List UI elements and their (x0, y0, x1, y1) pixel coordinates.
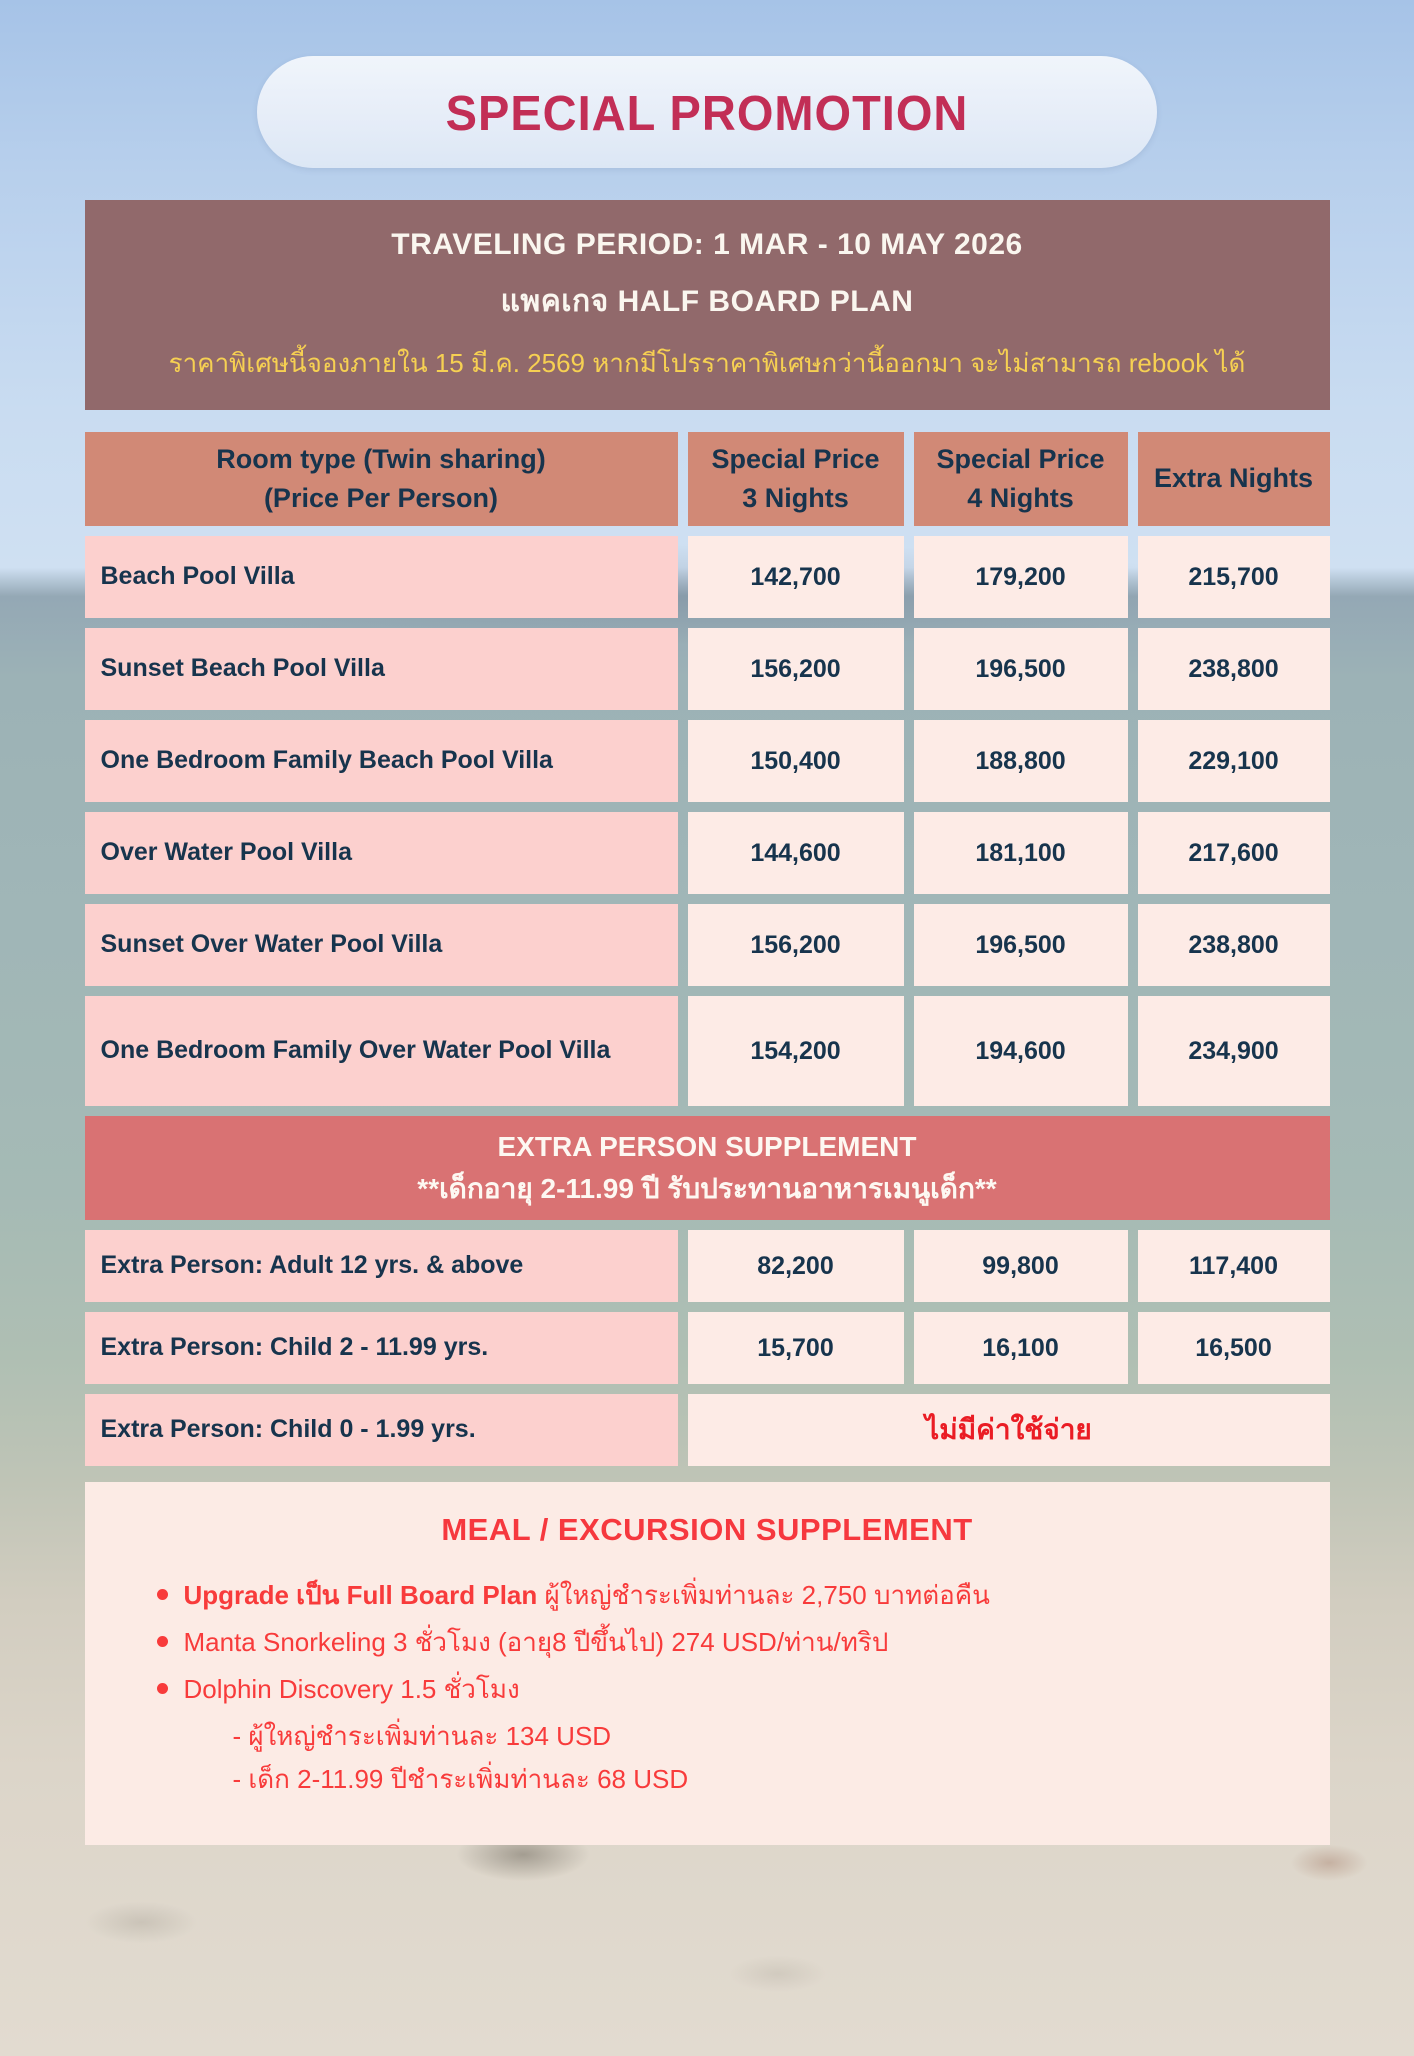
bullet-dolphin-text: Dolphin Discovery 1.5 ชั่วโมง (183, 1674, 520, 1704)
bullet-manta-snorkeling: Manta Snorkeling 3 ชั่วโมง (อายุ8 ปีขึ้น… (156, 1623, 1282, 1662)
room-name: Sunset Beach Pool Villa (84, 628, 678, 710)
price-4-nights: 16,100 (913, 1312, 1128, 1384)
header-special-price-4-nights: Special Price 4 Nights (913, 432, 1128, 526)
flyer-content: TRAVELING PERIOD: 1 MAR - 10 MAY 2026 แพ… (84, 200, 1330, 1845)
dolphin-adult-price: - ผู้ใหญ่ชำระเพิ่มท่านละ 134 USD (232, 1721, 612, 1751)
price-3-nights: 156,200 (687, 628, 904, 710)
bullet-dot (156, 1636, 168, 1647)
price-3-nights: 142,700 (687, 536, 904, 618)
bullet-dolphin-discovery: Dolphin Discovery 1.5 ชั่วโมง (156, 1670, 1282, 1709)
price-extra-night: 16,500 (1137, 1312, 1330, 1384)
extra-person-supplement-title: EXTRA PERSON SUPPLEMENT (497, 1131, 917, 1162)
page-title: SPECIAL PROMOTION (445, 84, 969, 140)
bullet-upgrade-text: Upgrade เป็น Full Board Plan ผู้ใหญ่ชำระ… (184, 1576, 990, 1615)
price-3-nights: 15,700 (687, 1312, 904, 1384)
price-3-nights: 82,200 (687, 1230, 904, 1302)
no-charge-cell: ไม่มีค่าใช้จ่าย (687, 1394, 1330, 1466)
price-4-nights: 181,100 (913, 812, 1128, 894)
bullet-upgrade-bold: Upgrade เป็น Full Board Plan (183, 1580, 538, 1610)
room-name: One Bedroom Family Over Water Pool Villa (84, 996, 678, 1106)
price-4-nights: 179,200 (913, 536, 1128, 618)
title-pill: SPECIAL PROMOTION (257, 56, 1157, 168)
traveling-period-banner: TRAVELING PERIOD: 1 MAR - 10 MAY 2026 แพ… (84, 200, 1330, 410)
table-row-beach-pool-villa: Beach Pool Villa 142,700 179,200 215,700 (84, 536, 1330, 618)
bullet-dot (156, 1589, 168, 1600)
meal-excursion-supplement-section: MEAL / EXCURSION SUPPLEMENT Upgrade เป็น… (84, 1482, 1330, 1845)
table-row-extra-adult: Extra Person: Adult 12 yrs. & above 82,2… (84, 1230, 1330, 1302)
table-row-one-bedroom-family-beach-pool-villa: One Bedroom Family Beach Pool Villa 150,… (84, 720, 1330, 802)
extra-person-label: Extra Person: Child 2 - 11.99 yrs. (84, 1312, 678, 1384)
header-4n-line2: 4 Nights (967, 483, 1074, 513)
extra-person-supplement-note: **เด็กอายุ 2-11.99 ปี รับประทานอาหารเมนู… (417, 1173, 997, 1204)
room-name: Sunset Over Water Pool Villa (84, 904, 678, 986)
price-extra-night: 229,100 (1137, 720, 1330, 802)
price-3-nights: 156,200 (687, 904, 904, 986)
extra-person-label: Extra Person: Child 0 - 1.99 yrs. (84, 1394, 678, 1466)
header-extra-nights: Extra Nights (1137, 432, 1330, 526)
header-room-type-line2: (Price Per Person) (263, 483, 499, 513)
price-table-header-row: Room type (Twin sharing) (Price Per Pers… (84, 432, 1330, 526)
room-name: One Bedroom Family Beach Pool Villa (84, 720, 678, 802)
price-extra-night: 217,600 (1137, 812, 1330, 894)
header-3n-line1: Special Price (711, 443, 880, 474)
table-row-over-water-pool-villa: Over Water Pool Villa 144,600 181,100 21… (84, 812, 1330, 894)
bullet-dot (156, 1683, 168, 1694)
table-row-extra-child-0-1: Extra Person: Child 0 - 1.99 yrs. ไม่มีค… (84, 1394, 1330, 1466)
bullet-manta-text: Manta Snorkeling 3 ชั่วโมง (อายุ8 ปีขึ้น… (183, 1627, 889, 1657)
price-extra-night: 234,900 (1137, 996, 1330, 1106)
price-extra-night: 238,800 (1137, 628, 1330, 710)
room-name: Over Water Pool Villa (84, 812, 678, 894)
header-4n-line1: Special Price (936, 443, 1105, 474)
extra-person-label: Extra Person: Adult 12 yrs. & above (84, 1230, 678, 1302)
bullet-upgrade-rest: ผู้ใหญ่ชำระเพิ่มท่านละ 2,750 บาทต่อคืน (537, 1580, 990, 1610)
header-special-price-3-nights: Special Price 3 Nights (687, 432, 904, 526)
header-room-type: Room type (Twin sharing) (Price Per Pers… (84, 432, 678, 526)
table-row-one-bedroom-family-over-water-pool-villa: One Bedroom Family Over Water Pool Villa… (84, 996, 1330, 1106)
package-plan-text: แพคเกจ HALF BOARD PLAN (500, 285, 914, 318)
room-name: Beach Pool Villa (84, 536, 678, 618)
table-row-sunset-beach-pool-villa: Sunset Beach Pool Villa 156,200 196,500 … (84, 628, 1330, 710)
extra-person-supplement-banner: EXTRA PERSON SUPPLEMENT **เด็กอายุ 2-11.… (84, 1116, 1330, 1220)
bullet-upgrade-full-board: Upgrade เป็น Full Board Plan ผู้ใหญ่ชำระ… (156, 1576, 1282, 1615)
table-row-sunset-over-water-pool-villa: Sunset Over Water Pool Villa 156,200 196… (84, 904, 1330, 986)
booking-condition-text: ราคาพิเศษนี้จองภายใน 15 มี.ค. 2569 หากมี… (168, 348, 1246, 378)
price-extra-night: 238,800 (1137, 904, 1330, 986)
price-3-nights: 150,400 (687, 720, 904, 802)
price-4-nights: 99,800 (913, 1230, 1128, 1302)
price-extra-night: 215,700 (1137, 536, 1330, 618)
header-room-type-line1: Room type (Twin sharing) (216, 443, 546, 474)
header-3n-line2: 3 Nights (742, 483, 849, 513)
price-3-nights: 144,600 (687, 812, 904, 894)
price-4-nights: 194,600 (913, 996, 1128, 1106)
meal-excursion-title: MEAL / EXCURSION SUPPLEMENT (441, 1512, 973, 1547)
promotion-flyer: SPECIAL PROMOTION TRAVELING PERIOD: 1 MA… (0, 56, 1414, 2056)
price-4-nights: 196,500 (913, 904, 1128, 986)
dolphin-child-price: - เด็ก 2-11.99 ปีชำระเพิ่มท่านละ 68 USD (232, 1764, 689, 1794)
price-4-nights: 196,500 (913, 628, 1128, 710)
table-row-extra-child-2-11: Extra Person: Child 2 - 11.99 yrs. 15,70… (84, 1312, 1330, 1384)
price-extra-night: 117,400 (1137, 1230, 1330, 1302)
traveling-period-text: TRAVELING PERIOD: 1 MAR - 10 MAY 2026 (391, 228, 1023, 261)
price-4-nights: 188,800 (913, 720, 1128, 802)
price-3-nights: 154,200 (687, 996, 904, 1106)
